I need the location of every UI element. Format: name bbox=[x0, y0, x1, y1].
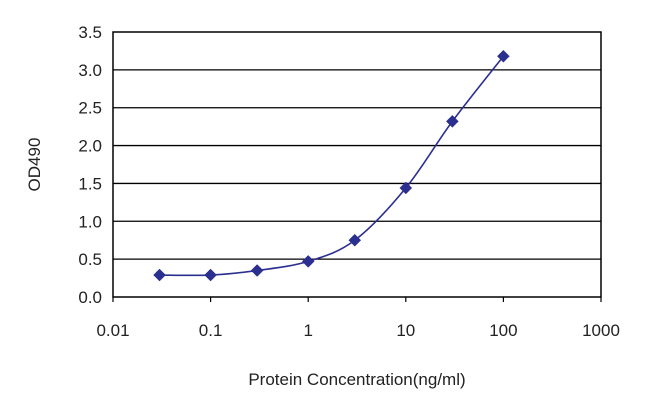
y-tick-label: 1.5 bbox=[78, 174, 102, 193]
x-tick-label: 1000 bbox=[582, 321, 620, 340]
x-tick-label: 100 bbox=[489, 321, 517, 340]
y-tick-label: 1.0 bbox=[78, 212, 102, 231]
y-tick-label: 3.5 bbox=[78, 23, 102, 42]
x-tick-label: 1 bbox=[303, 321, 312, 340]
x-tick-label: 0.01 bbox=[96, 321, 129, 340]
plot-area bbox=[112, 31, 602, 298]
y-tick-label: 0.0 bbox=[78, 288, 102, 307]
y-axis-tick-labels: 0.0 0.5 1.0 1.5 2.0 2.5 3.0 3.5 bbox=[78, 23, 102, 307]
data-point-marker bbox=[250, 264, 264, 277]
y-axis-title: OD490 bbox=[25, 138, 44, 192]
y-tick-label: 0.5 bbox=[78, 250, 102, 269]
data-point-marker bbox=[497, 49, 510, 63]
data-point-marker bbox=[446, 114, 459, 128]
data-point-marker bbox=[204, 268, 217, 282]
data-point-marker bbox=[399, 181, 413, 195]
y-tick-label: 2.5 bbox=[78, 99, 102, 118]
y-tick-label: 2.0 bbox=[78, 137, 102, 156]
x-axis-title: Protein Concentration(ng/ml) bbox=[248, 370, 465, 389]
x-tick-label: 0.1 bbox=[199, 321, 223, 340]
gridlines bbox=[113, 69, 601, 260]
y-tick-label: 3.0 bbox=[78, 61, 102, 80]
data-point-marker bbox=[348, 233, 362, 247]
data-point-marker bbox=[153, 268, 166, 282]
x-tick-label: 10 bbox=[396, 321, 415, 340]
x-axis-tick-labels: 0.01 0.1 1 10 100 1000 bbox=[96, 297, 620, 340]
data-point-marker bbox=[301, 255, 315, 268]
series-group bbox=[153, 49, 510, 282]
